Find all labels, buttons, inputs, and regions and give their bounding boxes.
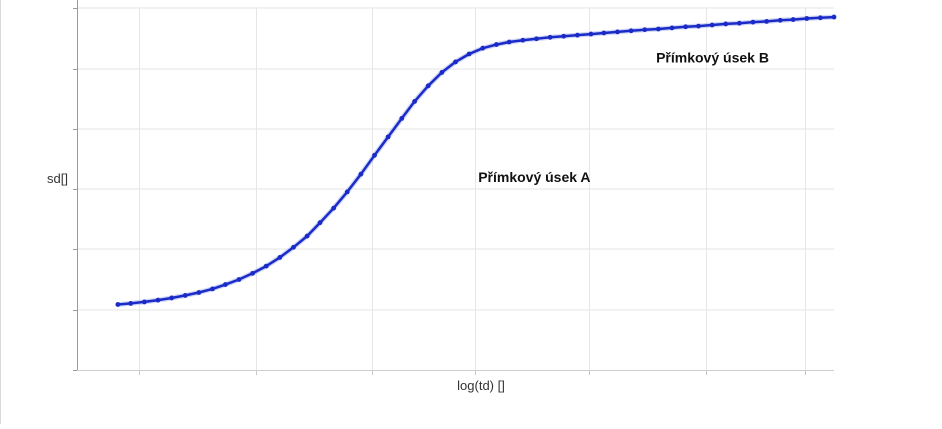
data-point — [439, 70, 445, 75]
data-point — [750, 19, 756, 25]
data-point — [210, 286, 215, 292]
data-point — [169, 295, 175, 301]
data-point — [358, 171, 364, 177]
data-point — [412, 98, 418, 104]
data-point — [236, 277, 242, 282]
axes — [73, 0, 834, 375]
data-point — [736, 20, 742, 26]
data-point — [466, 51, 472, 57]
data-point — [128, 300, 134, 306]
data-point — [696, 23, 701, 29]
annotation-layer: Přímkový úsek A Přímkový úsek B — [478, 49, 769, 184]
data-point — [601, 30, 607, 36]
data-point — [547, 34, 553, 40]
data-point — [506, 39, 512, 45]
data-point — [453, 59, 458, 65]
data-point — [385, 134, 391, 140]
series-layer — [115, 14, 837, 307]
data-point — [723, 21, 729, 27]
data-point — [804, 16, 810, 21]
data-point — [344, 189, 350, 195]
y-axis-label: sd[] — [47, 171, 68, 186]
data-point — [399, 116, 405, 121]
data-point — [615, 29, 620, 35]
data-point — [277, 255, 283, 260]
data-point — [790, 17, 796, 22]
data-point — [304, 233, 310, 239]
data-point — [317, 220, 323, 226]
data-point — [222, 282, 228, 287]
data-point — [764, 18, 770, 24]
data-point — [331, 205, 337, 211]
data-point — [817, 15, 823, 21]
data-point — [250, 270, 256, 276]
data-point — [561, 33, 567, 39]
data-point — [291, 244, 296, 250]
data-point — [196, 290, 202, 295]
grid-lines — [77, 7, 834, 370]
data-point — [425, 83, 431, 89]
data-point — [628, 28, 634, 34]
data-point — [493, 42, 499, 47]
data-point — [182, 293, 188, 298]
data-point — [655, 26, 661, 32]
data-point — [263, 263, 269, 269]
data-point — [709, 22, 715, 28]
data-point — [115, 302, 121, 307]
data-point — [480, 45, 486, 51]
data-point — [831, 14, 837, 20]
annotation-label: Přímkový úsek A — [478, 169, 590, 185]
data-point — [683, 24, 689, 30]
data-point — [777, 17, 783, 23]
data-point — [574, 32, 580, 38]
data-point — [520, 37, 526, 43]
x-axis-label: log(td) [] — [457, 378, 505, 393]
data-point — [141, 299, 147, 305]
data-point — [669, 25, 675, 31]
data-point — [534, 36, 539, 42]
frame-left-border — [0, 0, 1, 424]
annotation-label: Přímkový úsek B — [656, 49, 769, 65]
data-point — [372, 152, 377, 158]
data-point — [642, 27, 648, 33]
data-point — [155, 297, 161, 303]
data-point — [588, 31, 594, 37]
